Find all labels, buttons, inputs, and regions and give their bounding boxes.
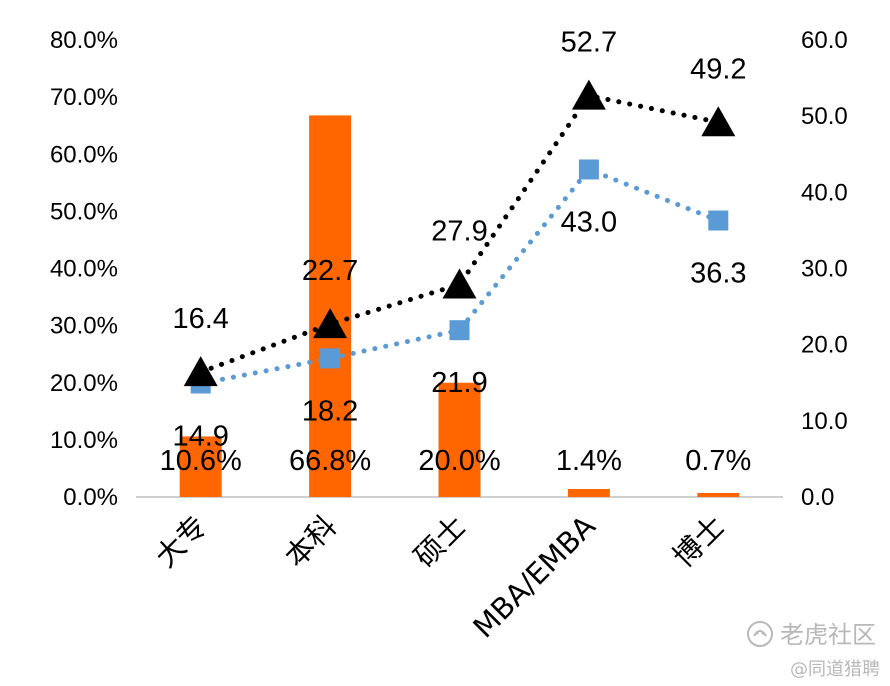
bar-data-label: 1.4% (556, 445, 622, 477)
watermark: 老虎社区 @同道猎聘 (747, 621, 880, 680)
triangle-series-label: 22.7 (302, 255, 358, 287)
left-tick-label: 70.0% (50, 84, 118, 111)
category-label: 博士 (666, 509, 731, 574)
bar-data-label: 20.0% (418, 445, 500, 477)
right-tick-label: 40.0 (801, 179, 848, 206)
line-series (183, 79, 736, 394)
left-tick-label: 40.0% (50, 256, 118, 283)
data-labels: 10.6% 66.8% 20.0% 1.4% 0.7% 16.4 22.7 27.9 52.7 4… (160, 27, 752, 477)
category-label: 本科 (278, 509, 343, 574)
triangle-marker (571, 79, 606, 110)
square-series-label: 43.0 (561, 206, 617, 238)
tiger-logo-icon (747, 621, 773, 647)
square-marker (320, 348, 341, 369)
category-label: 硕士 (407, 509, 472, 574)
square-series-label: 21.9 (431, 367, 487, 399)
left-tick-label: 0.0% (63, 484, 118, 511)
square-series-label: 36.3 (690, 258, 746, 290)
left-tick-label: 30.0% (50, 313, 118, 340)
bar-data-label: 66.8% (289, 445, 371, 477)
category-label: MBA/EMBA (466, 509, 602, 645)
right-tick-label: 30.0 (801, 256, 848, 283)
bar (567, 489, 610, 497)
square-marker (449, 320, 470, 341)
triangle-marker (183, 356, 218, 387)
bar-data-label: 0.7% (685, 445, 751, 477)
triangle-series-label: 52.7 (561, 27, 617, 59)
triangle-marker (313, 308, 348, 339)
left-tick-label: 50.0% (50, 198, 118, 225)
right-axis-ticks: 0.0 10.0 20.0 30.0 40.0 50.0 60.0 (801, 27, 848, 511)
left-tick-label: 80.0% (50, 27, 118, 54)
square-series-label: 18.2 (302, 395, 358, 427)
bar-series (179, 115, 740, 497)
triangle-series-label: 16.4 (172, 303, 228, 335)
right-tick-label: 0.0 (801, 484, 834, 511)
bar (438, 382, 481, 497)
triangle-series-label: 27.9 (431, 215, 487, 247)
square-marker (708, 210, 729, 231)
left-tick-label: 20.0% (50, 370, 118, 397)
right-tick-label: 20.0 (801, 332, 848, 359)
bar-data-label: 10.6% (160, 445, 242, 477)
right-tick-label: 60.0 (801, 27, 848, 54)
series-line (198, 92, 721, 375)
bar (309, 115, 352, 497)
triangle-series-label: 49.2 (690, 53, 746, 85)
watermark-handle: @同道猎聘 (790, 659, 880, 680)
right-tick-label: 10.0 (801, 408, 848, 435)
left-tick-label: 10.0% (50, 427, 118, 454)
left-axis-ticks: 0.0% 10.0% 20.0% 30.0% 40.0% 50.0% 60.0% 70.0% 8… (50, 27, 118, 511)
watermark-brand: 老虎社区 (780, 621, 876, 649)
left-tick-label: 60.0% (50, 141, 118, 168)
bar (697, 493, 740, 497)
triangle-marker (701, 106, 736, 137)
right-tick-label: 50.0 (801, 103, 848, 130)
category-label: 大专 (149, 509, 214, 574)
square-marker (578, 159, 599, 180)
square-series-label: 14.9 (172, 421, 228, 453)
triangle-marker (442, 268, 477, 299)
bar (179, 436, 222, 497)
